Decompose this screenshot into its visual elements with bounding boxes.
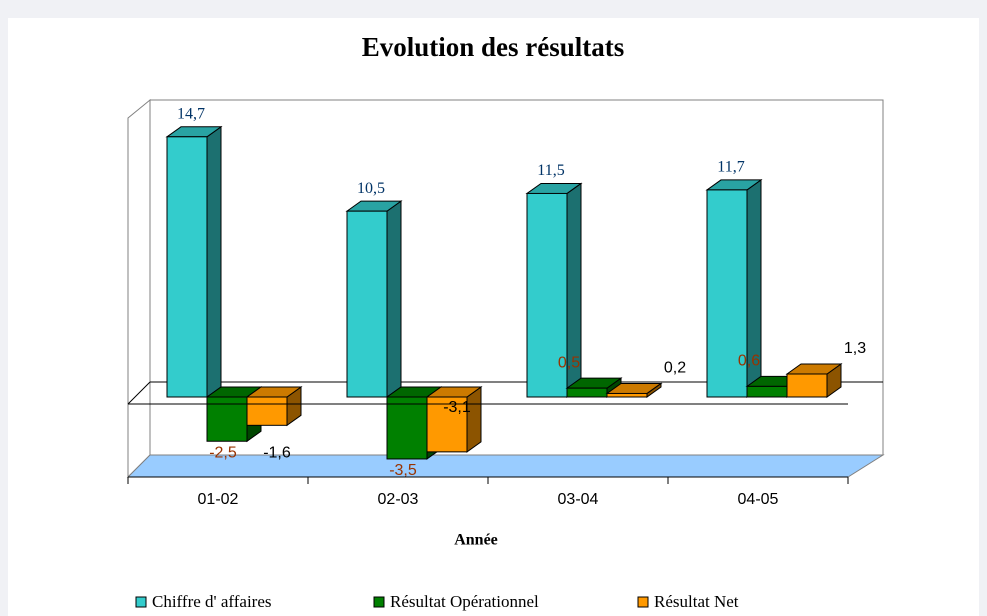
value-label: 11,7 <box>717 159 744 176</box>
legend-label: Chiffre d' affaires <box>152 592 272 611</box>
value-label: -1,6 <box>263 445 291 462</box>
bar-face <box>206 125 222 398</box>
value-label: -3,1 <box>443 399 471 416</box>
legend-swatch <box>637 596 649 608</box>
value-label: -3,5 <box>389 462 417 479</box>
legend-label: Résultat Opérationnel <box>390 592 539 611</box>
bar <box>165 125 223 398</box>
bar <box>425 386 483 453</box>
bar-face <box>526 192 568 398</box>
floor <box>126 454 885 478</box>
x-tick-label: 03-04 <box>558 491 599 508</box>
bar-face <box>606 392 648 398</box>
bar-face <box>466 386 482 453</box>
legend-label: Résultat Net <box>654 592 739 611</box>
bar-face <box>386 396 428 460</box>
value-label: 11,5 <box>537 162 564 179</box>
value-label: 0,2 <box>664 360 686 377</box>
bar <box>245 386 303 427</box>
bar-face <box>166 136 208 398</box>
x-axis-title: Année <box>454 532 498 549</box>
bar <box>605 382 663 398</box>
bar <box>785 363 843 398</box>
legend-swatch <box>373 596 385 608</box>
value-label: 10,5 <box>357 180 385 197</box>
bar-face <box>346 210 388 398</box>
bar-face <box>246 396 288 426</box>
bar <box>525 182 583 398</box>
x-tick-label: 02-03 <box>378 491 419 508</box>
bar-face <box>706 189 748 398</box>
value-label: -2,5 <box>209 444 237 461</box>
value-label: 0,6 <box>738 353 760 370</box>
zero-line-side <box>127 381 151 405</box>
bar-face <box>426 396 468 453</box>
bar-face <box>746 385 788 398</box>
side-wall <box>127 98 151 479</box>
bar <box>705 178 763 398</box>
x-tick-label: 01-02 <box>198 491 239 508</box>
bar-face <box>566 387 608 398</box>
chart-title: Evolution des résultats <box>362 32 625 62</box>
bar-face <box>786 373 828 398</box>
value-label: 0,5 <box>558 354 580 371</box>
bar <box>345 200 403 398</box>
x-tick-label: 04-05 <box>738 491 779 508</box>
bar-face <box>386 200 402 398</box>
legend-swatch <box>135 596 147 608</box>
value-label: 1,3 <box>844 340 866 357</box>
value-label: 14,7 <box>177 105 205 122</box>
